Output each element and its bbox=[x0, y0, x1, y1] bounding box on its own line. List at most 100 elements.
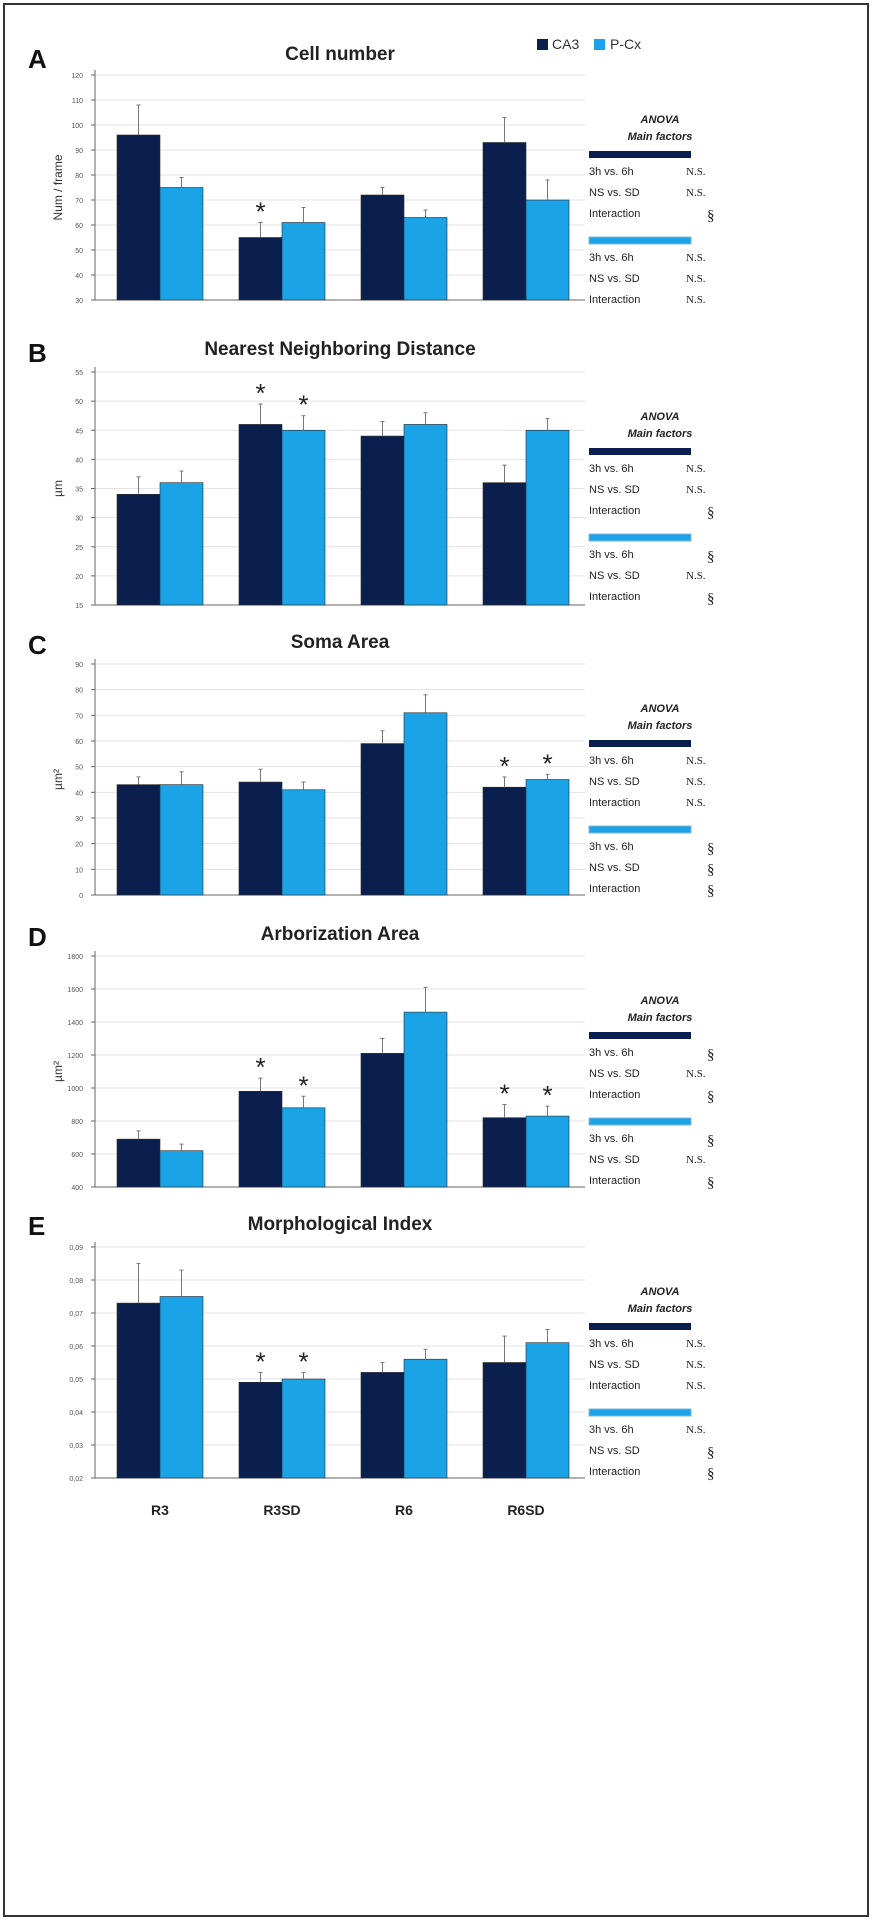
anova-factor-label: 3h vs. 6h bbox=[589, 252, 634, 264]
significance-asterisk: * bbox=[255, 1052, 265, 1082]
y-tick-label: 90 bbox=[75, 662, 83, 669]
anova-group-bar-pcx bbox=[588, 1408, 692, 1417]
y-tick-label: 70 bbox=[75, 713, 83, 720]
anova-group-bar-ca3 bbox=[589, 1032, 691, 1039]
panel-letter: B bbox=[28, 338, 47, 368]
bar-ca3-r3sd bbox=[238, 237, 283, 301]
anova-result: § bbox=[707, 862, 715, 878]
anova-factor-label: 3h vs. 6h bbox=[589, 463, 634, 475]
anova-subtitle: Main factors bbox=[628, 1303, 693, 1315]
bar-ca3-r3sd bbox=[238, 1091, 283, 1188]
anova-title: ANOVA bbox=[640, 703, 680, 715]
y-tick-label: 15 bbox=[75, 603, 83, 610]
y-tick-label: 20 bbox=[75, 574, 83, 581]
y-tick-label: 25 bbox=[75, 545, 83, 552]
anova-group-bar-ca3 bbox=[589, 1323, 691, 1330]
anova-subtitle: Main factors bbox=[628, 131, 693, 143]
bar-ca3-r6 bbox=[360, 435, 405, 606]
significance-asterisk: * bbox=[255, 1346, 265, 1376]
anova-group-bar-pcx bbox=[588, 236, 692, 245]
bar-p-cx-r6sd bbox=[525, 1342, 570, 1479]
y-tick-label: 70 bbox=[75, 198, 83, 205]
y-tick-label: 0,07 bbox=[69, 1311, 83, 1318]
anova-box: ANOVA Main factors 3h vs. 6h N.S. NS vs. SD N… bbox=[588, 411, 715, 607]
y-tick-label: 1000 bbox=[67, 1086, 83, 1093]
anova-result: § bbox=[707, 1445, 715, 1461]
bar-ca3-r3 bbox=[116, 1138, 161, 1188]
anova-factor-label: 3h vs. 6h bbox=[589, 1133, 634, 1145]
anova-result: § bbox=[707, 208, 715, 224]
anova-title: ANOVA bbox=[640, 1286, 680, 1298]
anova-subtitle: Main factors bbox=[628, 1012, 693, 1024]
panel-letter: A bbox=[28, 44, 47, 74]
panel-d: D Arborization Area 400 600 800 1000 1200 1400 1… bbox=[28, 922, 715, 1192]
anova-result: N.S. bbox=[686, 1359, 706, 1371]
y-tick-label: 600 bbox=[71, 1152, 83, 1159]
y-tick-label: 30 bbox=[75, 816, 83, 823]
y-tick-label: 30 bbox=[75, 298, 83, 305]
y-tick-label: 60 bbox=[75, 223, 83, 230]
y-tick-label: 100 bbox=[71, 123, 83, 130]
bar-ca3-r3 bbox=[116, 1302, 161, 1479]
anova-group-bar-pcx bbox=[588, 1117, 692, 1126]
anova-result: N.S. bbox=[686, 797, 706, 809]
y-tick-label: 45 bbox=[75, 428, 83, 435]
anova-result: N.S. bbox=[686, 1338, 706, 1350]
y-tick-label: 40 bbox=[75, 457, 83, 464]
y-tick-label: 90 bbox=[75, 148, 83, 155]
chart-title: Arborization Area bbox=[261, 924, 420, 945]
bar-p-cx-r6sd bbox=[525, 199, 570, 301]
bar-p-cx-r3 bbox=[159, 482, 204, 606]
significance-asterisk: * bbox=[542, 1080, 552, 1110]
y-tick-label: 40 bbox=[75, 273, 83, 280]
y-tick-label: 40 bbox=[75, 790, 83, 797]
anova-result: N.S. bbox=[686, 1380, 706, 1392]
anova-result: § bbox=[707, 841, 715, 857]
anova-group-bar-pcx bbox=[588, 825, 692, 834]
y-tick-label: 1800 bbox=[67, 954, 83, 961]
anova-result: N.S. bbox=[686, 570, 706, 582]
y-axis-label: µm² bbox=[51, 1061, 65, 1082]
anova-result: N.S. bbox=[686, 294, 706, 306]
y-tick-label: 0,02 bbox=[69, 1476, 83, 1483]
anova-result: § bbox=[707, 1089, 715, 1105]
anova-title: ANOVA bbox=[640, 114, 680, 126]
bar-ca3-r6 bbox=[360, 1372, 405, 1479]
bar-ca3-r3sd bbox=[238, 424, 283, 606]
bar-ca3-r6sd bbox=[482, 142, 527, 301]
anova-group-bar-ca3 bbox=[589, 448, 691, 455]
panel-letter: E bbox=[28, 1211, 45, 1241]
y-tick-label: 0,04 bbox=[69, 1410, 83, 1417]
x-category-label: R3 bbox=[151, 1502, 169, 1518]
anova-result: § bbox=[707, 1047, 715, 1063]
legend-label-ca3: CA3 bbox=[552, 36, 579, 52]
bar-ca3-r6sd bbox=[482, 1362, 527, 1479]
anova-factor-label: 3h vs. 6h bbox=[589, 1047, 634, 1059]
bar-p-cx-r3sd bbox=[281, 222, 326, 301]
x-category-label: R6SD bbox=[507, 1502, 544, 1518]
chart-title: Nearest Neighboring Distance bbox=[204, 339, 475, 360]
bar-ca3-r6sd bbox=[482, 1117, 527, 1188]
anova-box: ANOVA Main factors 3h vs. 6h N.S. NS vs. SD N… bbox=[588, 1286, 715, 1482]
panel-b: B Nearest Neighboring Distance 15 20 25 30 35 4… bbox=[28, 338, 715, 610]
y-tick-label: 60 bbox=[75, 739, 83, 746]
y-tick-label: 120 bbox=[71, 73, 83, 80]
anova-factor-label: NS vs. SD bbox=[589, 776, 640, 788]
bar-p-cx-r6 bbox=[403, 712, 448, 896]
anova-factor-label: 3h vs. 6h bbox=[589, 841, 634, 853]
anova-box: ANOVA Main factors 3h vs. 6h N.S. NS vs. SD N… bbox=[588, 703, 715, 899]
anova-factor-label: Interaction bbox=[589, 797, 640, 809]
bar-p-cx-r6 bbox=[403, 1011, 448, 1188]
anova-result: N.S. bbox=[686, 1068, 706, 1080]
anova-factor-label: NS vs. SD bbox=[589, 187, 640, 199]
panel-a: A Cell number 30 40 50 60 70 80 90 100 110 120 Num /… bbox=[28, 44, 715, 306]
y-tick-label: 50 bbox=[75, 399, 83, 406]
bar-p-cx-r3sd bbox=[281, 1107, 326, 1188]
x-category-label: R6 bbox=[395, 1502, 413, 1518]
x-category-label: R3SD bbox=[263, 1502, 300, 1518]
anova-factor-label: Interaction bbox=[589, 1466, 640, 1478]
bar-p-cx-r3 bbox=[159, 784, 204, 896]
significance-asterisk: * bbox=[298, 1346, 308, 1376]
significance-asterisk: * bbox=[255, 378, 265, 408]
